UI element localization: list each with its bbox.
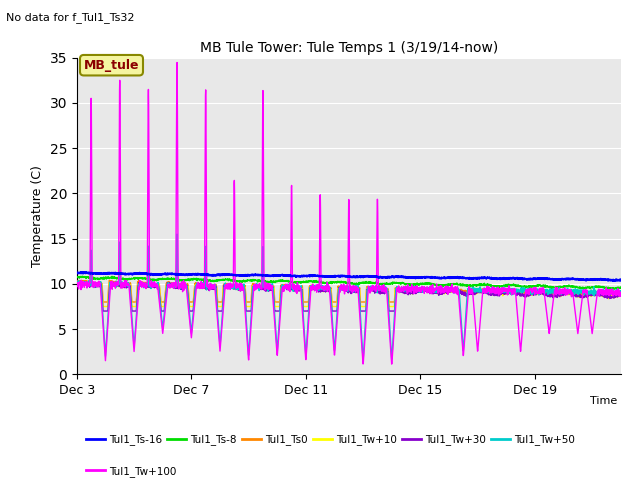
Text: Time: Time [590,396,618,406]
Legend: Tul1_Tw+100: Tul1_Tw+100 [82,462,180,480]
Text: MB_tule: MB_tule [84,59,140,72]
Y-axis label: Temperature (C): Temperature (C) [31,165,44,267]
Text: No data for f_Tul1_Ts32: No data for f_Tul1_Ts32 [6,12,135,23]
Title: MB Tule Tower: Tule Temps 1 (3/19/14-now): MB Tule Tower: Tule Temps 1 (3/19/14-now… [200,41,498,55]
